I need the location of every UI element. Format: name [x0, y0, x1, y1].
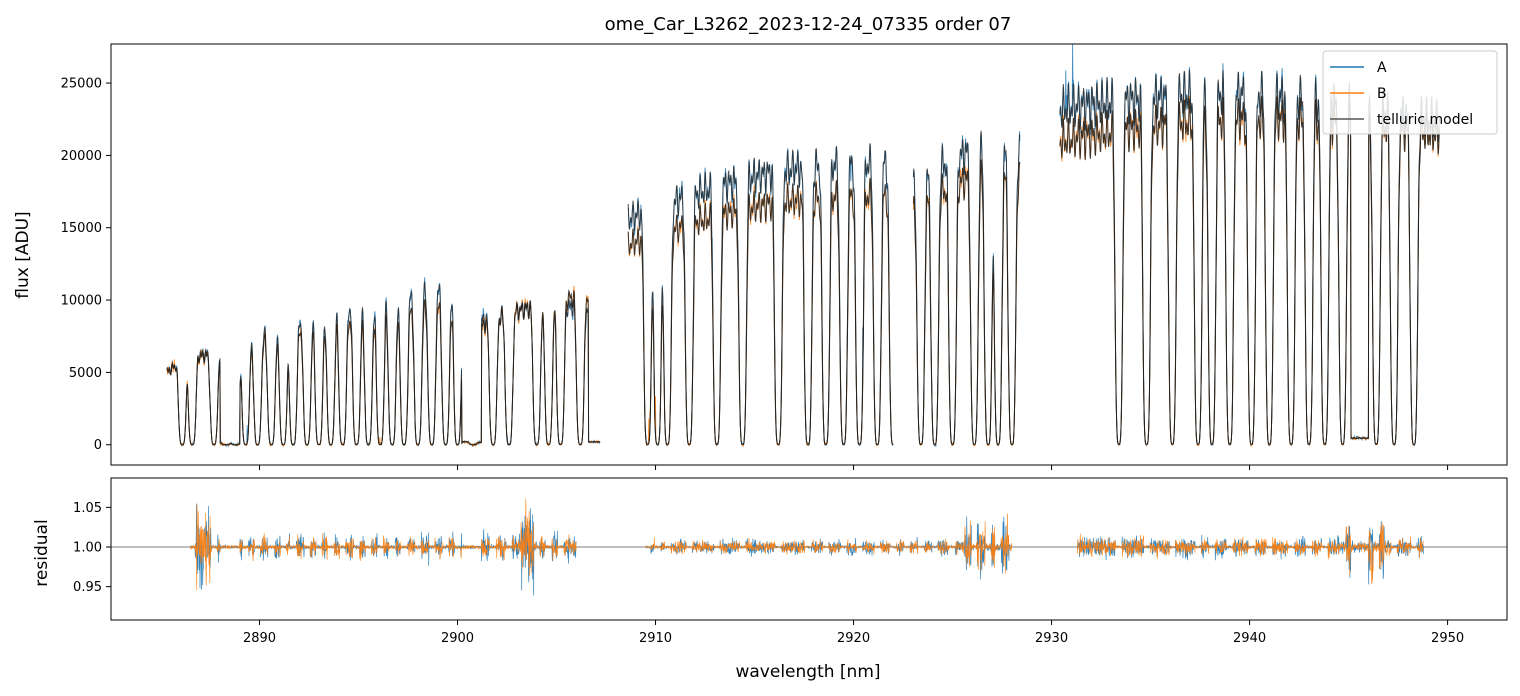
residual-xtick-label: 2930	[1035, 631, 1068, 646]
residual-series-group	[111, 498, 1507, 596]
legend-label-model: telluric model	[1377, 112, 1473, 128]
chart-title: ome_Car_L3262_2023-12-24_07335 order 07	[605, 14, 1012, 35]
residual-y-axis: 0.95 1.00 1.05	[73, 501, 111, 595]
residual-xlabel: wavelength [nm]	[735, 662, 880, 682]
flux-ytick-label: 0	[94, 438, 102, 453]
flux-y-axis: 0 5000 10000 15000 20000 25000	[61, 77, 111, 453]
residual-series-b-line	[189, 498, 1424, 591]
flux-series-group	[166, 44, 1441, 448]
telluric-model-b-line	[166, 96, 1441, 446]
flux-ytick-label: 20000	[61, 149, 102, 164]
flux-ytick-label: 25000	[61, 77, 102, 92]
flux-panel: ome_Car_L3262_2023-12-24_07335 order 07 …	[13, 14, 1508, 470]
residual-axes-frame	[110, 477, 1508, 621]
residual-x-axis: 2890 2900 2910 2920 2930 2940 2950	[243, 620, 1464, 646]
residual-xtick-label: 2910	[639, 631, 672, 646]
flux-ytick-label: 10000	[61, 294, 102, 309]
legend-box	[1322, 50, 1498, 135]
residual-xtick-label: 2890	[243, 631, 276, 646]
residual-panel: 0.95 1.00 1.05 2890 2900 2910 2920 2930 2940 295…	[32, 477, 1508, 682]
residual-ytick-label: 0.95	[73, 580, 102, 595]
residual-xtick-label: 2920	[837, 631, 870, 646]
legend: A B telluric model	[1322, 50, 1498, 135]
residual-xtick-label: 2950	[1431, 631, 1464, 646]
residual-ylabel: residual	[32, 519, 52, 586]
flux-ytick-label: 15000	[61, 221, 102, 236]
residual-ytick-label: 1.00	[73, 541, 102, 556]
residual-ytick-label: 1.05	[73, 501, 102, 516]
legend-label-b: B	[1377, 86, 1387, 102]
flux-ylabel: flux [ADU]	[13, 211, 33, 298]
residual-xtick-label: 2940	[1233, 631, 1266, 646]
flux-axes-frame	[110, 43, 1508, 466]
flux-ytick-label: 5000	[69, 366, 102, 381]
legend-label-a: A	[1377, 60, 1387, 76]
residual-xtick-label: 2900	[441, 631, 474, 646]
flux-x-axis	[259, 465, 1449, 470]
